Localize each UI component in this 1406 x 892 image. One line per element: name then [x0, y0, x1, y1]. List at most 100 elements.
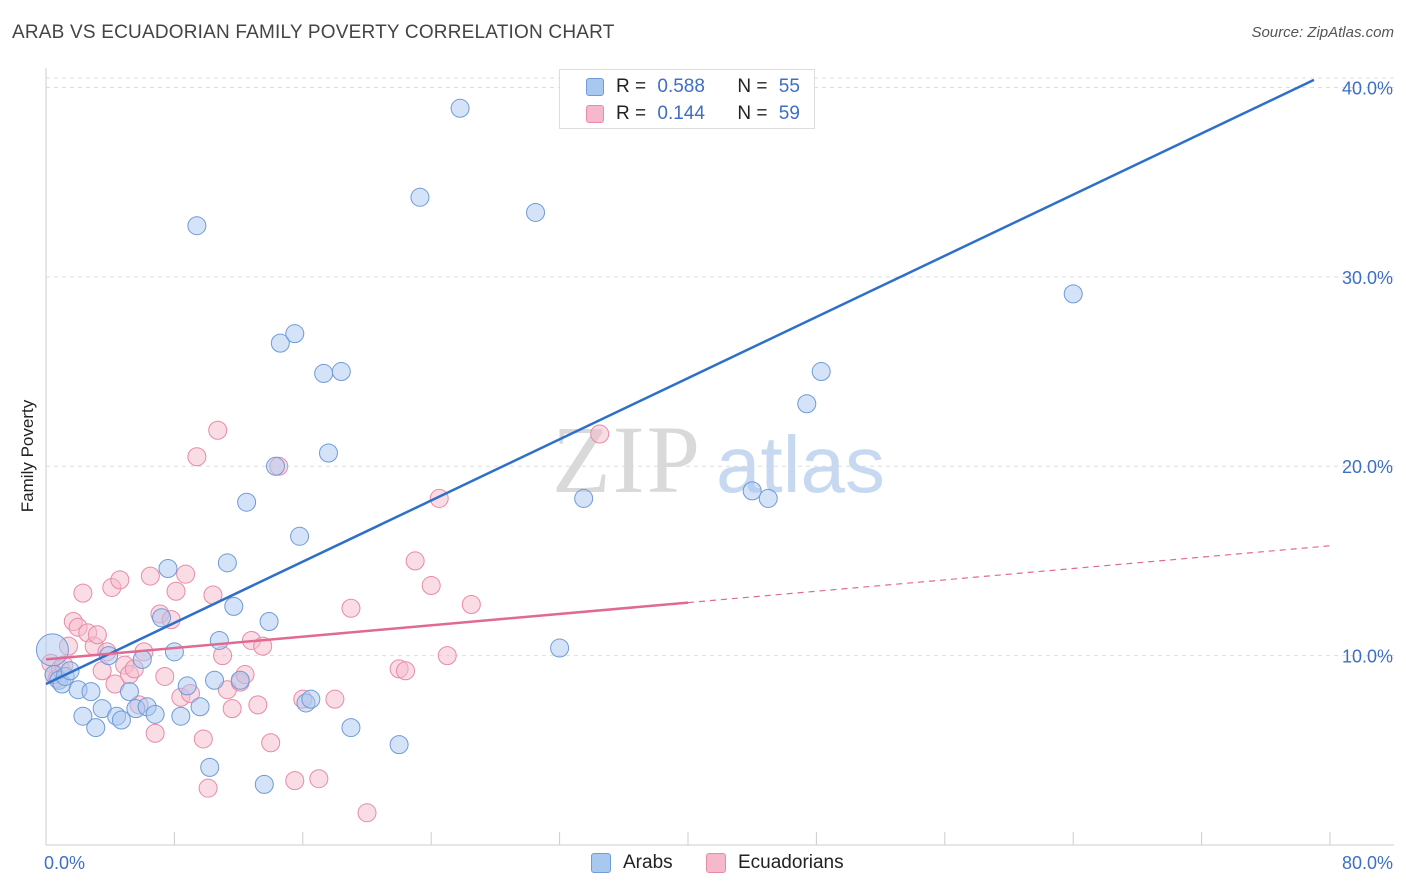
chart-title: ARAB VS ECUADORIAN FAMILY POVERTY CORREL…	[12, 22, 615, 43]
ecuadorians-trend-extension	[687, 545, 1331, 604]
legend-row-arabs: R = 0.588 N = 55	[586, 75, 800, 99]
y-tick-label: 30.0%	[1342, 268, 1393, 288]
bottom-legend-arabs: Arabs	[591, 852, 673, 874]
arabs-point	[450, 98, 470, 118]
arabs-point	[187, 216, 207, 236]
ecuadorians-point	[110, 570, 130, 590]
bottom-ecuadorians-swatch	[706, 853, 726, 873]
arabs-point	[574, 488, 594, 508]
arabs-point	[811, 362, 831, 382]
ecuadorians-point	[176, 564, 196, 584]
ecuadorians-point	[222, 699, 242, 719]
y-tick-label: 10.0%	[1342, 647, 1393, 667]
ecuadorians-point	[198, 778, 218, 798]
arabs-point	[230, 670, 250, 690]
watermark-atlas: atlas	[716, 420, 885, 509]
arabs-point	[410, 187, 430, 207]
bottom-arabs-swatch	[591, 853, 611, 873]
arabs-point	[341, 718, 361, 738]
arabs-point	[797, 394, 817, 414]
arabs-point	[190, 697, 210, 717]
ecuadorians-point	[341, 598, 361, 618]
arabs-point	[331, 362, 351, 382]
arabs-point	[266, 456, 286, 476]
arabs-point	[171, 706, 191, 726]
arabs-n-value: 55	[778, 76, 800, 97]
bottom-legend-ecuadorians: Ecuadorians	[706, 852, 844, 874]
ecuadorians-points	[41, 420, 610, 823]
arabs-point	[86, 718, 106, 738]
arabs-point	[254, 774, 274, 794]
legend-row-ecuadorians: R = 0.144 N = 59	[586, 102, 800, 126]
ecuadorians-swatch	[586, 105, 604, 123]
arabs-point	[224, 596, 244, 616]
arabs-point	[1063, 284, 1083, 304]
bottom-ecuadorians-label: Ecuadorians	[738, 852, 844, 873]
ecuadorians-n-value: 59	[778, 103, 800, 124]
ecuadorians-point	[187, 447, 207, 467]
ecuadorians-point	[325, 689, 345, 709]
arabs-point	[205, 670, 225, 690]
ecuadorians-point	[166, 581, 186, 601]
ecuadorians-trend-line	[45, 601, 689, 661]
arabs-point	[290, 526, 310, 546]
arabs-point	[132, 649, 152, 669]
ecuadorians-point	[405, 551, 425, 571]
x-tick-label-min: 0.0%	[44, 853, 85, 873]
trend-lines	[45, 78, 1331, 686]
arabs-n-label: N =	[737, 76, 768, 97]
bottom-arabs-label: Arabs	[623, 852, 673, 873]
watermark: ZIP atlas	[552, 406, 885, 513]
ecuadorians-point	[437, 646, 457, 666]
ecuadorians-point	[145, 723, 165, 743]
arabs-point	[177, 676, 197, 696]
arabs-point	[111, 710, 131, 730]
chart-source: Source: ZipAtlas.com	[1251, 24, 1394, 41]
arabs-point	[237, 492, 257, 512]
arabs-swatch	[586, 78, 604, 96]
ecuadorians-r-label: R =	[616, 103, 647, 124]
arabs-point	[158, 559, 178, 579]
grid-lines	[46, 77, 1394, 657]
arabs-point	[164, 642, 184, 662]
arabs-point	[301, 689, 321, 709]
arabs-point	[550, 638, 570, 658]
ecuadorians-point	[261, 733, 281, 753]
ecuadorians-point	[590, 424, 610, 444]
arabs-r-label: R =	[616, 76, 647, 97]
arabs-point	[209, 630, 229, 650]
arabs-point	[285, 324, 305, 344]
arabs-r-value: 0.588	[657, 76, 705, 97]
arabs-point	[389, 735, 409, 755]
arabs-point	[35, 633, 69, 667]
ecuadorians-point	[140, 566, 160, 586]
y-tick-label: 20.0%	[1342, 457, 1393, 477]
arabs-point	[270, 333, 290, 353]
arabs-point	[119, 682, 139, 702]
ecuadorians-point	[155, 666, 175, 686]
ecuadorians-point	[208, 420, 228, 440]
ecuadorians-point	[357, 803, 377, 823]
ecuadorians-point	[248, 695, 268, 715]
x-tick-label-max: 80.0%	[1342, 853, 1393, 873]
ecuadorians-point	[421, 576, 441, 596]
ecuadorians-point	[285, 771, 305, 791]
ecuadorians-point	[396, 661, 416, 681]
correlation-legend: R = 0.588 N = 55 R = 0.144 N = 59	[559, 69, 815, 129]
arabs-point	[526, 202, 546, 222]
tick-labels: 10.0% 20.0% 30.0% 40.0% 0.0% 80.0%	[44, 78, 1393, 873]
arabs-point	[318, 443, 338, 463]
arabs-point	[314, 363, 334, 383]
y-axis-label: Family Poverty	[18, 399, 37, 513]
arabs-point	[758, 488, 778, 508]
arabs-point	[259, 612, 279, 632]
axes	[45, 68, 1394, 846]
ecuadorians-point	[87, 625, 107, 645]
arabs-trend-line	[45, 78, 1315, 686]
ecuadorians-point	[309, 769, 329, 789]
ecuadorians-point	[73, 583, 93, 603]
y-tick-label: 40.0%	[1342, 78, 1393, 98]
arabs-point	[81, 682, 101, 702]
ecuadorians-n-label: N =	[737, 103, 768, 124]
